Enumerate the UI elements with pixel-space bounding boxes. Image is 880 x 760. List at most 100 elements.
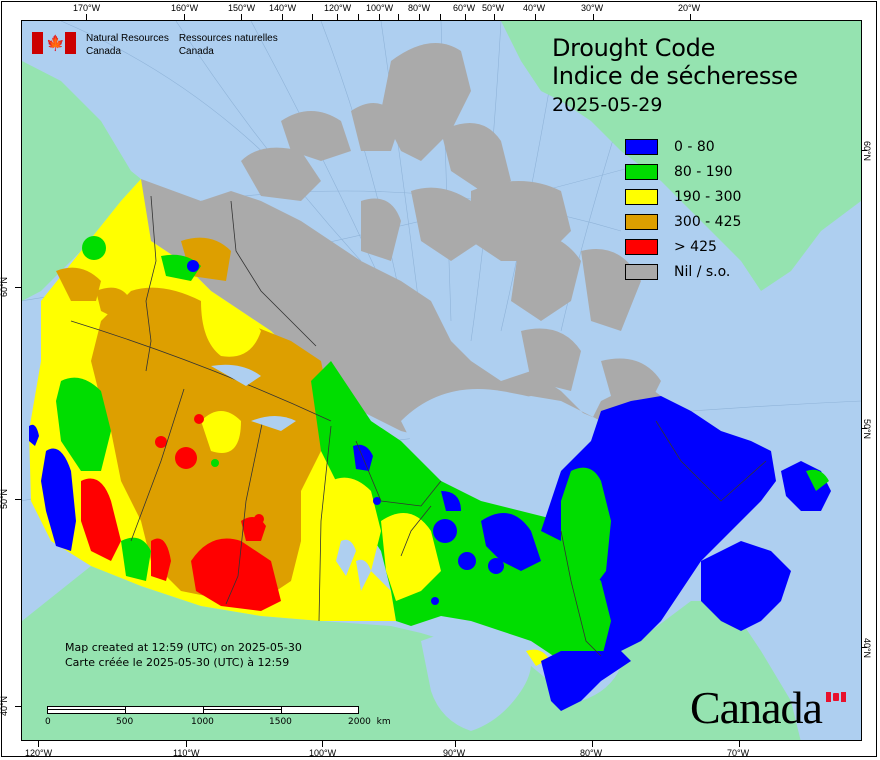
region-0-80-west	[29, 260, 199, 551]
greenland-land	[501, 21, 861, 291]
legend-item: 190 - 300	[625, 184, 741, 209]
top-tick-label: 40°W	[523, 3, 546, 13]
bottom-tick-label: 110°W	[173, 748, 200, 758]
region-0-80-anticosti	[661, 539, 691, 551]
canada-flag-icon: 🍁	[32, 32, 76, 54]
top-tick-label: 150°W	[228, 3, 256, 13]
agency-country-fr: Canada	[178, 46, 214, 57]
bottom-tick-label: 120°W	[25, 748, 53, 758]
tick	[282, 14, 283, 20]
canada-wordmark: Canada	[690, 682, 823, 733]
tick	[535, 14, 536, 20]
tick	[38, 741, 39, 747]
arctic-nil-regions	[141, 43, 671, 441]
scale-segment	[48, 707, 126, 713]
tick	[184, 14, 185, 20]
scale-bar	[47, 706, 359, 714]
region-300-425-yukon	[96, 287, 131, 321]
tick	[337, 14, 338, 20]
tick	[358, 14, 359, 20]
scale-label: 2000 km	[348, 717, 391, 727]
agency-name-fr: Ressources naturelles	[178, 33, 278, 44]
region-over-425	[81, 414, 281, 611]
legend-item: Nil / s.o.	[625, 259, 741, 284]
region-0-80-newfoundland	[781, 461, 831, 511]
legend-item: > 425	[625, 234, 741, 259]
legend-item: 0 - 80	[625, 134, 741, 159]
alaska-land	[22, 21, 141, 301]
scale-label: 1000	[191, 717, 214, 727]
tick	[690, 14, 691, 20]
bottom-tick-label: 100°W	[309, 748, 337, 758]
top-tick-label: 140°W	[269, 3, 297, 13]
legend-label: 190 - 300	[674, 188, 742, 205]
title-en: Drought Code	[552, 34, 716, 62]
tick	[861, 428, 867, 429]
created-en: Map created at 12:59 (UTC) on 2025-05-30	[65, 641, 302, 654]
bottom-tick-label: 70°W	[727, 748, 750, 758]
nrcan-en: Natural Resources Canada	[86, 32, 169, 58]
right-tick-label: 50°N	[862, 418, 873, 440]
map-canvas[interactable]	[21, 20, 862, 741]
left-tick-label: 40°N	[0, 695, 10, 717]
region-80-190-newfoundland	[806, 469, 829, 491]
legend-swatch-green	[625, 163, 658, 180]
nrcan-fr: Ressources naturelles Canada	[179, 32, 278, 58]
scale-midline	[204, 709, 282, 710]
top-tick-label: 120°W	[324, 3, 352, 13]
region-190-300-nw-ontario	[381, 513, 441, 601]
region-0-80-quebec	[541, 396, 776, 661]
tick	[455, 741, 456, 747]
tick	[419, 14, 420, 20]
great-lakes	[421, 631, 531, 731]
tick	[241, 14, 242, 20]
title-fr: Indice de sécheresse	[552, 62, 798, 90]
legend-item: 80 - 190	[625, 159, 741, 184]
legend-swatch-orange	[625, 213, 658, 230]
legend-label: Nil / s.o.	[674, 263, 731, 280]
legend: 0 - 80 80 - 190 190 - 300 300 - 425 > 42…	[625, 134, 741, 284]
tick	[465, 14, 466, 20]
legend-label: 0 - 80	[674, 138, 715, 155]
right-tick-label: 40°N	[862, 637, 873, 659]
scale-segment	[204, 707, 282, 713]
tick	[739, 741, 740, 747]
top-tick-label: 100°W	[366, 3, 394, 13]
tick	[312, 14, 313, 20]
tick	[592, 741, 593, 747]
agency-name-en: Natural Resources	[86, 33, 169, 44]
legend-swatch-blue	[625, 138, 658, 155]
region-0-80-maritimes	[701, 541, 791, 631]
legend-swatch-yellow	[625, 188, 658, 205]
provincial-boundaries	[70, 195, 767, 657]
usa-land	[22, 566, 801, 740]
tick	[593, 14, 594, 20]
scale-segment	[126, 707, 204, 713]
region-300-425-nw	[56, 267, 101, 301]
region-0-80-ontario	[353, 444, 541, 605]
region-0-80-southern-ontario	[541, 651, 631, 711]
tick	[15, 499, 21, 500]
legend-item: 300 - 425	[625, 209, 741, 234]
inland-lakes	[211, 364, 371, 591]
agency-country-en: Canada	[86, 46, 122, 57]
tick	[398, 14, 399, 20]
top-tick-label: 170°W	[73, 3, 101, 13]
created-fr: Carte créée le 2025-05-30 (UTC) à 12:59	[65, 656, 290, 669]
legend-label: > 425	[674, 238, 717, 255]
region-80-190-central	[311, 361, 621, 661]
top-tick-label: 50°W	[482, 3, 505, 13]
left-tick-label: 60°N	[0, 276, 10, 298]
title-date: 2025-05-29	[552, 94, 663, 116]
tick	[861, 150, 867, 151]
scale-label: 1500	[269, 717, 292, 727]
tick	[440, 14, 441, 20]
tick	[379, 14, 380, 20]
top-tick-label: 160°W	[171, 3, 199, 13]
legend-swatch-gray	[625, 263, 658, 280]
wordmark-flag-icon	[826, 692, 846, 702]
region-190-300-patch	[201, 301, 261, 357]
drought-code-map	[22, 21, 861, 740]
scale-label: 0	[45, 717, 51, 727]
